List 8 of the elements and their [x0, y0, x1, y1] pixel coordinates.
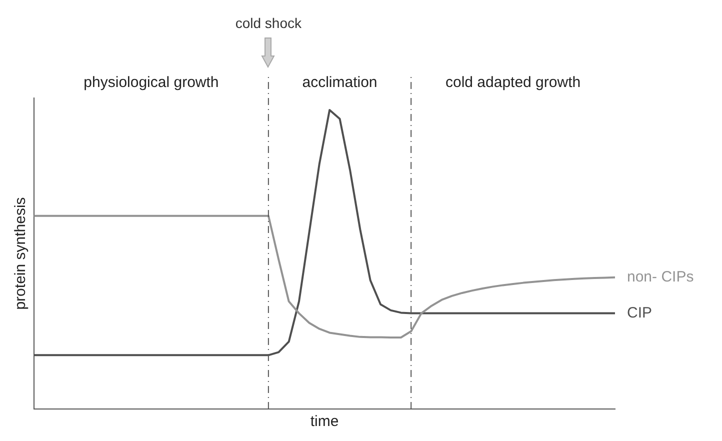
- series-label: non- CIPs: [627, 268, 694, 286]
- text: cold shock: [235, 15, 302, 31]
- y-axis-title: protein synthesis: [12, 197, 30, 310]
- series-label: CIP: [627, 304, 652, 322]
- x-axis-title: time: [310, 413, 339, 430]
- text: physiological growth: [84, 74, 219, 92]
- text: cold adapted growth: [445, 74, 581, 92]
- text: acclimation: [302, 74, 378, 92]
